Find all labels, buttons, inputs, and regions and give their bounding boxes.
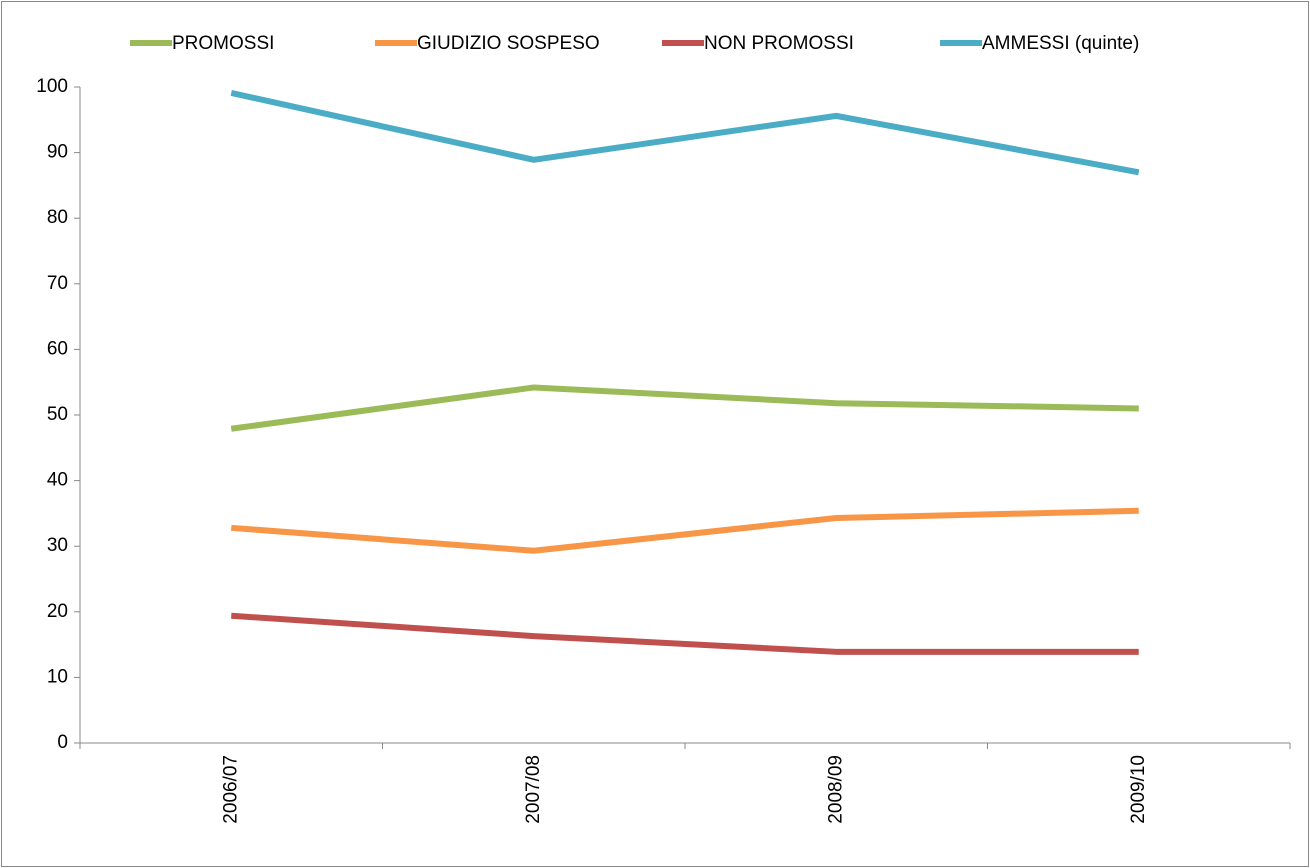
y-tick-label: 20 — [47, 601, 68, 622]
y-tick-label: 70 — [47, 273, 68, 294]
y-tick-label: 0 — [57, 732, 68, 753]
series-line — [231, 612, 1139, 655]
x-tick-label: 2008/09 — [825, 755, 846, 824]
legend-label: NON PROMOSSI — [704, 33, 854, 54]
y-tick-label: 30 — [47, 535, 68, 556]
legend-label: GIUDIZIO SOSPESO — [417, 33, 600, 54]
y-tick-label: 10 — [47, 666, 68, 687]
x-tick-label: 2009/10 — [1128, 755, 1149, 824]
legend-label: PROMOSSI — [172, 33, 274, 54]
y-tick-label: 40 — [47, 470, 68, 491]
y-tick-label: 90 — [47, 142, 68, 163]
x-tick-label: 2006/07 — [220, 755, 241, 824]
y-tick-label: 80 — [47, 207, 68, 228]
y-tick-label: 60 — [47, 338, 68, 359]
series-line — [230, 384, 1139, 432]
x-tick-label: 2007/08 — [523, 755, 544, 824]
y-tick-label: 100 — [36, 76, 68, 97]
y-tick-label: 50 — [47, 404, 68, 425]
series-line — [230, 89, 1140, 176]
legend-label: AMMESSI (quinte) — [982, 33, 1139, 54]
series-line — [231, 507, 1139, 554]
